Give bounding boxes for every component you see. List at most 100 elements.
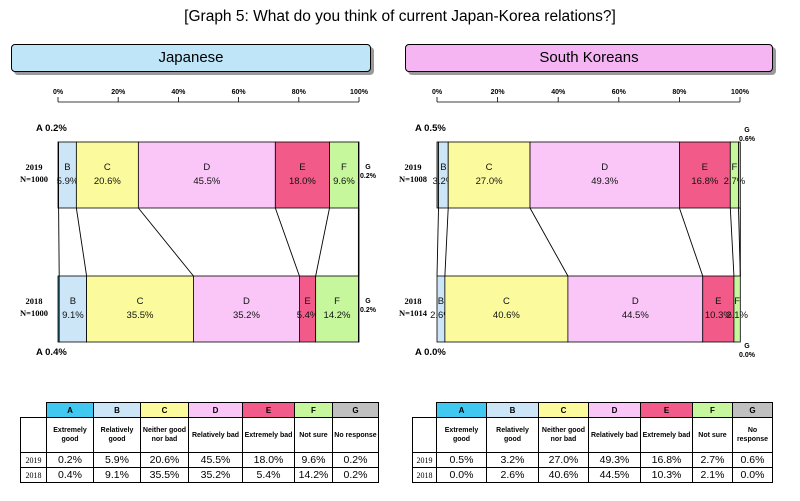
value-cell: 35.5% [140,467,189,483]
segment-value-label-A: A 0.5% [415,123,446,134]
segment-category-label: B [64,162,70,173]
segment-category-label-G: G [365,164,371,171]
bar-segment-D [529,141,680,209]
category-header: E [242,402,295,418]
segment-value-label-G: 0.6% [739,136,756,143]
category-header: C [538,402,589,418]
value-cell: 27.0% [538,452,589,468]
bar-segment-G [357,141,360,209]
segment-category-label: D [243,296,250,307]
axis-tick-label: 20% [491,89,506,96]
segment-value-label-G: 0.2% [360,173,377,180]
category-description: Extremely bad [640,417,693,453]
segment-category-label: B [440,162,446,173]
segment-value-label: 35.5% [127,310,154,321]
table-corner [20,402,47,418]
value-cell: 0.2% [332,452,379,468]
segment-category-label: B [438,296,444,307]
axis-tick-label: 80% [672,89,687,96]
segment-value-label: 20.6% [94,176,121,187]
segment-category-label: B [70,296,76,307]
segment-category-label-G: G [365,298,371,305]
connector-line [529,207,569,277]
row-year-label: 2018 [405,296,422,306]
segment-value-label: 10.3% [705,310,732,321]
category-description: Extremely good [436,417,487,453]
segment-category-label: D [632,296,639,307]
table-corner [412,402,437,418]
segment-value-label: 14.2% [324,310,351,321]
segment-category-label: D [203,162,210,173]
bar-segment-G [357,275,360,343]
value-cell: 10.3% [640,467,693,483]
segment-value-label: 5.4% [297,310,319,321]
category-description: Extremely good [46,417,94,453]
value-cell: 45.5% [188,452,243,468]
axis-tick-label: 60% [232,89,247,96]
bar-segment-C [75,141,139,209]
bar-segment-E [274,141,330,209]
axis-tick-label: 100% [731,89,750,96]
bar-segment-F [329,141,359,209]
axis-tick-label: 40% [171,89,186,96]
segment-category-label: E [304,296,310,307]
row-n-label: N=1000 [20,174,48,184]
category-header: E [640,402,693,418]
category-header: A [436,402,487,418]
segment-value-label: 35.2% [233,310,260,321]
value-cell: 35.2% [188,467,243,483]
bar-segment-B [58,275,87,343]
value-cell: 49.3% [588,452,641,468]
year-cell: 2019 [20,452,47,468]
segment-category-label-G: G [744,343,750,350]
segment-category-label: F [334,296,340,307]
segment-category-label: E [299,162,305,173]
segment-value-label-A: A 0.4% [36,347,67,358]
year-cell: 2018 [412,467,437,483]
value-cell: 16.8% [640,452,693,468]
category-description: Relatively good [486,417,539,453]
japanese-data-table: A B C D E F G Extremely good Relatively … [20,402,379,483]
axis-tick-label: 80% [292,89,307,96]
bar-segment-F [315,275,359,343]
category-header: B [486,402,539,418]
row-n-label: N=1000 [20,308,48,318]
year-cell: 2018 [20,467,47,483]
value-cell: 9.6% [294,452,333,468]
axis-tick-label: 0% [432,89,443,96]
value-cell: 40.6% [538,467,589,483]
bar-segment-B [58,141,77,209]
table-row: 2018 0.4% 9.1% 35.5% 35.2% 5.4% 14.2% 0.… [20,467,379,483]
value-cell: 0.5% [436,452,487,468]
bar-segment-B [436,275,446,343]
category-description: Neither good nor bad [140,417,189,453]
segment-value-label-G: 0.2% [360,307,377,314]
category-header: A [46,402,94,418]
segment-category-label: F [341,162,347,173]
table-cell [20,417,47,453]
south-koreans-header: South Koreans [405,44,773,72]
segment-value-label: 27.0% [476,176,503,187]
segment-category-label: E [702,162,708,173]
table-row: 2019 0.2% 5.9% 20.6% 45.5% 18.0% 9.6% 0.… [20,452,379,468]
axis-tick-label: 40% [551,89,566,96]
segment-value-label-A: A 0.2% [36,123,67,134]
connector-line [436,207,439,277]
connector-line [444,207,449,277]
value-cell: 0.2% [332,467,379,483]
japanese-header: Japanese [11,44,371,72]
table-row: 2018 0.0% 2.6% 40.6% 44.5% 10.3% 2.1% 0.… [412,467,773,483]
year-cell: 2019 [412,452,437,468]
row-year-label: 2019 [26,162,43,172]
segment-category-label: C [486,162,493,173]
segment-category-label: C [503,296,510,307]
bar-segment-E [299,275,317,343]
segment-value-label: 18.0% [289,176,316,187]
bar-segment-E [702,275,735,343]
row-n-label: N=1008 [399,174,427,184]
value-cell: 5.4% [242,467,295,483]
value-cell: 3.2% [486,452,539,468]
category-header: C [140,402,189,418]
row-n-label: N=1014 [399,308,428,318]
segment-value-label: 45.5% [193,176,220,187]
